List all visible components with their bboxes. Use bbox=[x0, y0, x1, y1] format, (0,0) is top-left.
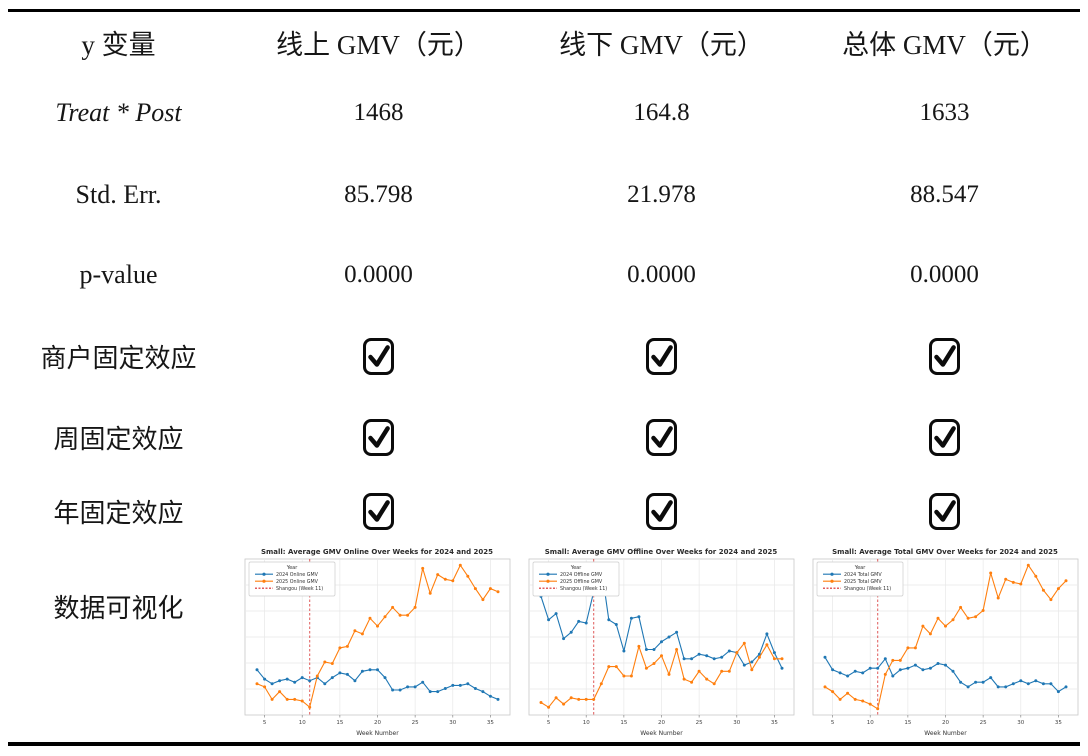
svg-text:15: 15 bbox=[904, 720, 911, 726]
table-header-row: y 变量 线上 GMV（元） 线下 GMV（元） 总体 GMV（元） bbox=[0, 12, 1088, 72]
checkbox-checked bbox=[646, 492, 677, 530]
row-label-week-fe: 周固定效应 bbox=[53, 425, 184, 454]
value-cell: 85.798 bbox=[344, 180, 413, 208]
svg-text:Week Number: Week Number bbox=[640, 730, 683, 737]
svg-text:20: 20 bbox=[374, 720, 381, 726]
svg-text:Year: Year bbox=[570, 565, 583, 571]
svg-text:25: 25 bbox=[980, 720, 987, 726]
svg-text:Shangou (Week 11): Shangou (Week 11) bbox=[844, 586, 891, 592]
svg-text:Year: Year bbox=[854, 565, 867, 571]
check-icon bbox=[651, 499, 673, 522]
svg-text:5: 5 bbox=[547, 720, 551, 726]
checkbox-checked bbox=[646, 419, 677, 456]
svg-text:Small: Average GMV Offline Ove: Small: Average GMV Offline Over Weeks fo… bbox=[545, 548, 778, 556]
row-label-p-value: p-value bbox=[79, 260, 158, 289]
checkbox-checked bbox=[929, 419, 960, 456]
column-header-y-variable: y 变量 bbox=[81, 29, 156, 60]
check-icon bbox=[368, 499, 390, 522]
chart-strip: 5 10 15 20 25 30 35 Year 2024 Online GMV 2025 Onl… bbox=[237, 544, 1088, 742]
svg-text:Small: Average GMV Online Over: Small: Average GMV Online Over Weeks for… bbox=[261, 548, 493, 556]
svg-text:35: 35 bbox=[1055, 720, 1062, 726]
svg-text:25: 25 bbox=[696, 720, 703, 726]
svg-text:Week Number: Week Number bbox=[924, 730, 967, 737]
checkbox-checked bbox=[646, 337, 677, 375]
table-bottom-rule bbox=[8, 742, 1080, 746]
row-std-err: Std. Err. 85.798 21.978 88.547 bbox=[0, 154, 1088, 235]
check-icon bbox=[368, 426, 390, 448]
row-data-visualization: 数据可视化 5 10 15 20 25 30 35 Year 2024 Online GMV 20… bbox=[0, 544, 1088, 742]
svg-text:10: 10 bbox=[867, 720, 874, 726]
row-label-merchant-fe: 商户固定效应 bbox=[40, 343, 197, 373]
svg-text:2024 Online GMV: 2024 Online GMV bbox=[276, 572, 319, 578]
value-cell: 0.0000 bbox=[344, 261, 413, 288]
check-icon bbox=[934, 426, 956, 448]
column-header-online-gmv: 线上 GMV（元） bbox=[276, 29, 481, 60]
check-icon bbox=[934, 499, 956, 522]
svg-text:5: 5 bbox=[831, 720, 835, 726]
check-icon bbox=[651, 426, 673, 448]
checkbox-checked bbox=[929, 337, 960, 375]
check-icon bbox=[368, 344, 390, 367]
check-icon bbox=[934, 344, 956, 367]
svg-text:10: 10 bbox=[299, 720, 306, 726]
row-label-treat-post: Treat * Post bbox=[55, 98, 182, 127]
svg-text:35: 35 bbox=[487, 720, 494, 726]
row-week-fixed-effects: 周固定效应 bbox=[0, 397, 1088, 478]
svg-text:2025 Online GMV: 2025 Online GMV bbox=[276, 579, 319, 585]
svg-text:30: 30 bbox=[1017, 720, 1024, 726]
row-treat-post: Treat * Post 1468 164.8 1633 bbox=[0, 72, 1088, 154]
svg-text:35: 35 bbox=[771, 720, 778, 726]
value-cell: 88.547 bbox=[910, 180, 979, 208]
chart-average-gmv-online: 5 10 15 20 25 30 35 Year 2024 Online GMV 2025 Onl… bbox=[237, 546, 517, 742]
row-merchant-fixed-effects: 商户固定效应 bbox=[0, 315, 1088, 397]
svg-text:2025 Total GMV: 2025 Total GMV bbox=[844, 579, 882, 585]
svg-text:15: 15 bbox=[620, 720, 627, 726]
check-icon bbox=[651, 344, 673, 367]
column-header-offline-gmv: 线下 GMV（元） bbox=[559, 29, 764, 60]
value-cell: 0.0000 bbox=[627, 261, 696, 288]
svg-text:20: 20 bbox=[942, 720, 949, 726]
checkbox-checked bbox=[363, 492, 394, 530]
chart-average-total-gmv: 5 10 15 20 25 30 35 Year 2024 Total GMV 2025 Tota… bbox=[805, 546, 1085, 742]
checkbox-checked bbox=[363, 419, 394, 456]
row-p-value: p-value 0.0000 0.0000 0.0000 bbox=[0, 235, 1088, 315]
svg-text:2024 Offline GMV: 2024 Offline GMV bbox=[560, 572, 603, 578]
chart-average-gmv-offline: 5 10 15 20 25 30 35 Year 2024 Offline GMV 2025 Of… bbox=[521, 546, 801, 742]
value-cell: 0.0000 bbox=[910, 261, 979, 288]
svg-text:25: 25 bbox=[412, 720, 419, 726]
svg-text:Small: Average Total GMV Over: Small: Average Total GMV Over Weeks for … bbox=[832, 548, 1058, 556]
svg-text:Year: Year bbox=[286, 565, 299, 571]
svg-text:2025 Offline GMV: 2025 Offline GMV bbox=[560, 579, 603, 585]
row-label-year-fe: 年固定效应 bbox=[53, 498, 184, 528]
row-label-std-err: Std. Err. bbox=[75, 179, 162, 209]
svg-text:15: 15 bbox=[336, 720, 343, 726]
value-cell: 1468 bbox=[353, 99, 404, 126]
value-cell: 1633 bbox=[919, 99, 970, 126]
row-label-data-visualization: 数据可视化 bbox=[53, 594, 184, 623]
value-cell: 21.978 bbox=[627, 180, 696, 208]
svg-text:Shangou (Week 11): Shangou (Week 11) bbox=[276, 586, 323, 592]
svg-text:20: 20 bbox=[658, 720, 665, 726]
value-cell: 164.8 bbox=[633, 99, 690, 126]
svg-text:5: 5 bbox=[263, 720, 267, 726]
svg-text:Shangou (Week 11): Shangou (Week 11) bbox=[560, 586, 607, 592]
row-year-fixed-effects: 年固定效应 bbox=[0, 478, 1088, 544]
checkbox-checked bbox=[363, 337, 394, 375]
svg-text:30: 30 bbox=[733, 720, 740, 726]
checkbox-checked bbox=[929, 492, 960, 530]
svg-text:10: 10 bbox=[583, 720, 590, 726]
svg-text:2024 Total GMV: 2024 Total GMV bbox=[844, 572, 882, 578]
svg-text:Week Number: Week Number bbox=[356, 730, 399, 737]
svg-text:30: 30 bbox=[449, 720, 456, 726]
table-top-rule bbox=[8, 9, 1080, 12]
column-header-total-gmv: 总体 GMV（元） bbox=[842, 29, 1047, 60]
